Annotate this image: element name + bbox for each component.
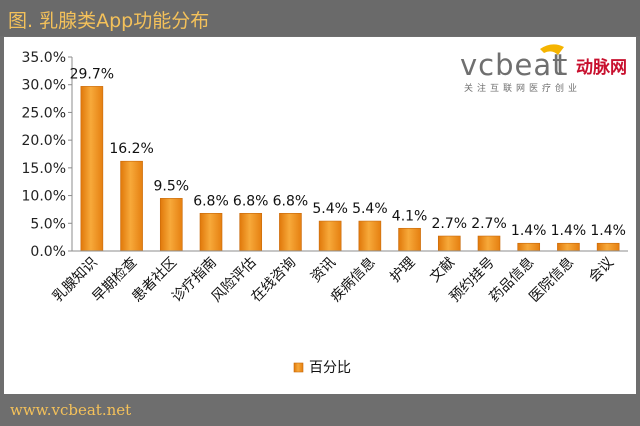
chart-title: 图. 乳腺类App功能分布 xyxy=(8,10,210,32)
y-tick-label: 25.0% xyxy=(22,105,66,121)
y-tick-label: 0.0% xyxy=(30,244,66,260)
bar xyxy=(80,86,104,252)
data-label: 2.7% xyxy=(431,216,467,232)
bar xyxy=(596,242,620,252)
bar xyxy=(477,235,501,252)
legend-label: 百分比 xyxy=(309,360,351,376)
bar xyxy=(279,213,302,252)
data-label: 1.4% xyxy=(590,223,626,239)
logo-tagline: 关注互联网医疗创业 xyxy=(464,82,581,94)
y-tick-label: 15.0% xyxy=(22,161,66,177)
data-label: 16.2% xyxy=(109,141,153,157)
title-bar: 图. 乳腺类App功能分布 xyxy=(0,0,640,36)
data-label: 5.4% xyxy=(352,201,388,217)
data-label: 2.7% xyxy=(471,216,507,232)
bar xyxy=(437,235,461,252)
y-tick-label: 35.0% xyxy=(22,50,66,66)
logo-brand-cn: 动脉网 xyxy=(576,57,627,78)
y-axis: 0.0% 5.0% 10.0% 15.0% 20.0% 25.0% 30.0% 35.0% xyxy=(22,50,73,260)
bar xyxy=(358,220,382,252)
data-label: 1.4% xyxy=(551,223,587,239)
plot-panel: vcbeat t 动脉网 关注互联网医疗创业 0.0% 5.0% 10.0% 15.0… xyxy=(4,37,636,394)
footer-url: www.vcbeat.net xyxy=(10,401,132,419)
bar xyxy=(398,227,421,252)
data-label: 5.4% xyxy=(312,201,348,217)
data-label: 4.1% xyxy=(392,208,428,224)
x-category-label: 疾病信息 xyxy=(327,254,379,306)
legend: 百分比 xyxy=(293,360,351,376)
bar xyxy=(557,242,580,252)
data-label: 1.4% xyxy=(511,223,547,239)
x-category-label: 护理 xyxy=(387,255,418,286)
x-category-label: 会议 xyxy=(586,255,617,286)
logo-brand-t: t xyxy=(556,48,568,82)
data-label: 6.8% xyxy=(233,193,269,209)
logo-brand: vcbeat xyxy=(460,48,565,82)
x-category-label: 在线咨询 xyxy=(248,255,299,306)
data-label: 9.5% xyxy=(153,178,189,194)
bar xyxy=(517,242,541,252)
data-label: 6.8% xyxy=(193,193,229,209)
logo-swoosh-icon xyxy=(540,44,564,55)
y-tick-label: 20.0% xyxy=(22,133,66,149)
bar xyxy=(199,213,223,252)
x-category-label: 文献 xyxy=(427,255,458,286)
x-category-label: 医院信息 xyxy=(526,254,578,306)
bar xyxy=(239,213,263,252)
bar xyxy=(159,198,183,252)
vcbeat-logo: vcbeat t 动脉网 关注互联网医疗创业 xyxy=(460,44,627,94)
bar xyxy=(318,220,342,252)
x-category-label: 资讯 xyxy=(308,255,339,286)
bar xyxy=(120,160,143,252)
bar-chart: vcbeat t 动脉网 关注互联网医疗创业 0.0% 5.0% 10.0% 15.0… xyxy=(22,44,628,376)
bars xyxy=(80,86,620,252)
y-tick-label: 30.0% xyxy=(22,78,66,94)
data-labels: 29.7%16.2%9.5%6.8% 6.8% 6.8% 5.4% 5.4% 4.1% 2.… xyxy=(70,66,626,239)
legend-swatch xyxy=(293,362,304,373)
y-tick-label: 5.0% xyxy=(30,216,66,232)
y-tick-label: 10.0% xyxy=(22,189,66,205)
data-label: 29.7% xyxy=(70,66,114,82)
data-label: 6.8% xyxy=(273,193,309,209)
